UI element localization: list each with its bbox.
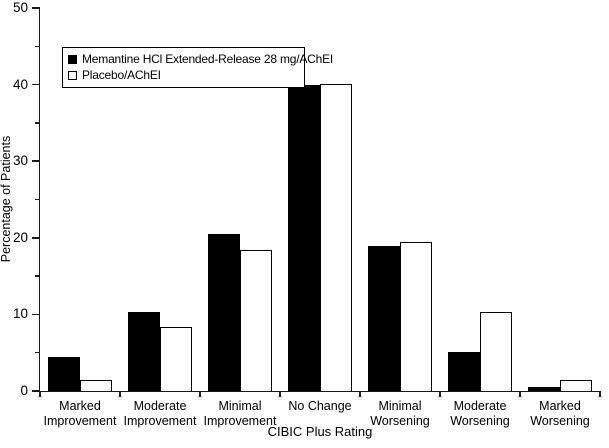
- bar-placebo: [480, 312, 512, 391]
- y-axis-major-tick: [31, 7, 40, 9]
- y-axis-tick-label: 0: [20, 383, 28, 398]
- x-axis-tick: [599, 391, 601, 397]
- legend: Memantine HCl Extended-Release 28 mg/ACh…: [62, 47, 333, 88]
- x-axis-category-label: Marked Improvement: [43, 399, 117, 428]
- bar-memantine: [48, 356, 80, 391]
- y-axis-tick-label: 10: [12, 306, 28, 322]
- x-axis-tick: [359, 391, 361, 397]
- x-axis-tick: [519, 391, 521, 397]
- x-axis-title: CIBIC Plus Rating: [267, 424, 373, 439]
- y-axis-tick-label: 40: [12, 76, 28, 92]
- x-axis-category-label: Marked Worsening: [530, 399, 590, 428]
- x-axis-category-label: Moderate Improvement: [123, 399, 197, 428]
- x-axis-category-label: Minimal Worsening: [370, 399, 430, 428]
- bar-placebo: [400, 241, 432, 391]
- x-axis-tick: [279, 391, 281, 397]
- y-axis-minor-tick: [35, 275, 40, 277]
- y-axis-major-tick: [31, 160, 40, 162]
- x-axis-tick: [199, 391, 201, 397]
- bar-placebo: [240, 250, 272, 391]
- bar-placebo: [560, 379, 592, 391]
- y-axis-major-tick: [31, 313, 40, 316]
- bar-memantine: [208, 233, 240, 391]
- legend-label-placebo: Placebo/AChEI: [82, 68, 161, 82]
- legend-row-placebo: Placebo/AChEI: [68, 67, 299, 83]
- x-axis-category-label: No Change: [288, 399, 352, 413]
- x-axis-tick: [119, 391, 121, 397]
- bar-memantine: [368, 246, 400, 391]
- legend-label-memantine: Memantine HCl Extended-Release 28 mg/ACh…: [82, 52, 334, 66]
- y-axis-minor-tick: [35, 45, 40, 48]
- filled-square-icon: [68, 54, 77, 64]
- x-axis-category-label: Minimal Improvement: [203, 399, 277, 428]
- open-square-icon: [68, 70, 77, 80]
- bar-memantine: [128, 312, 160, 391]
- y-axis-major-tick: [31, 390, 40, 392]
- x-axis-tick: [439, 391, 441, 397]
- x-axis-tick: [39, 391, 41, 397]
- y-axis-tick-label: 30: [12, 153, 28, 169]
- y-axis-major-tick: [31, 237, 40, 239]
- y-axis-tick-label: 50: [12, 0, 28, 15]
- bar-placebo: [160, 326, 192, 391]
- bar-placebo: [320, 83, 352, 391]
- y-axis-major-tick: [31, 83, 40, 86]
- y-axis-minor-tick: [35, 122, 40, 124]
- y-axis-minor-tick: [35, 198, 40, 201]
- bar-memantine: [288, 85, 320, 391]
- y-axis-minor-tick: [35, 351, 40, 354]
- bar-memantine: [528, 387, 560, 391]
- bar-memantine: [448, 351, 480, 391]
- y-axis-title: Percentage of Patients: [0, 135, 13, 263]
- legend-row-memantine: Memantine HCl Extended-Release 28 mg/ACh…: [68, 51, 333, 67]
- bar-placebo: [80, 379, 112, 391]
- x-axis-line: [38, 390, 601, 393]
- x-axis-category-label: Moderate Worsening: [450, 399, 510, 428]
- y-axis-tick-label: 20: [12, 229, 28, 245]
